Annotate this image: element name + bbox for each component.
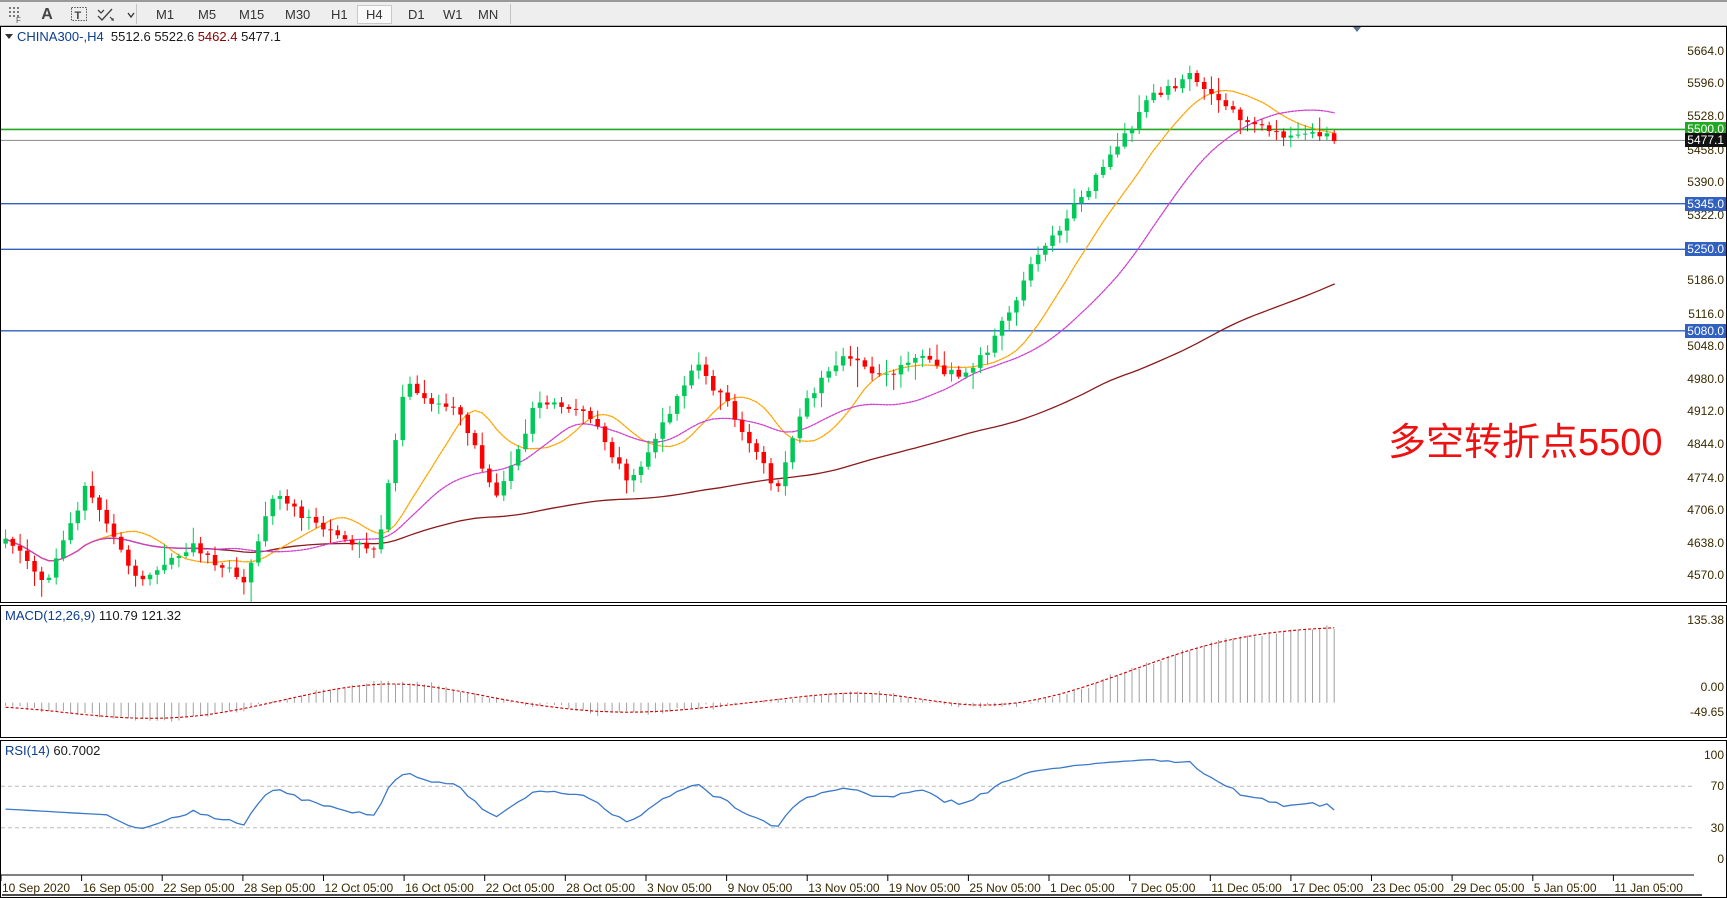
svg-text:F: F bbox=[16, 16, 21, 23]
svg-text:T: T bbox=[75, 10, 82, 22]
